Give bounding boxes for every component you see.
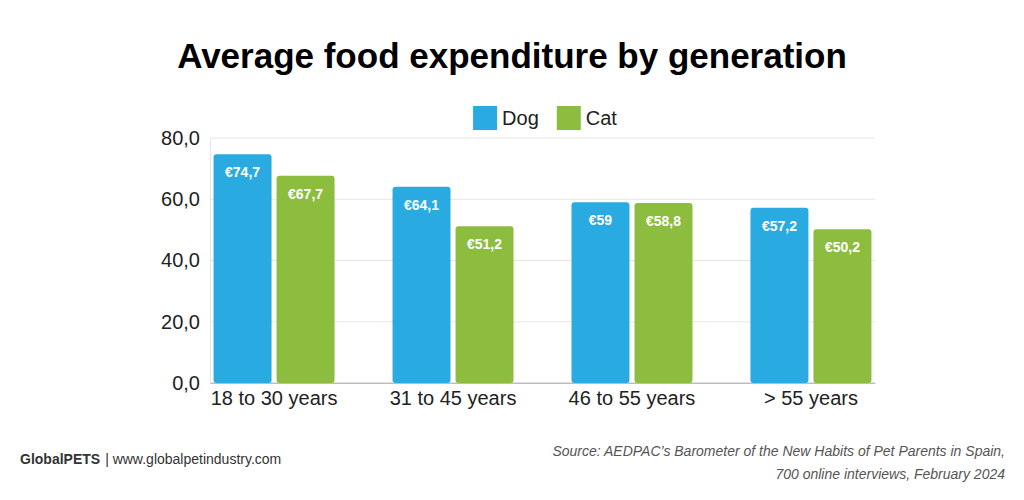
y-tick: 60,0 [161, 188, 210, 210]
data-label: €64,1 [404, 197, 439, 213]
x-axis: 18 to 30 years 31 to 45 years 46 to 55 yea… [211, 383, 876, 409]
bar [571, 202, 629, 383]
legend-label: Dog [502, 107, 539, 129]
y-tick: 40,0 [161, 249, 210, 271]
y-axis: 0,0 20,0 40,0 60,0 80,0 [161, 127, 210, 394]
grid-line [210, 138, 875, 139]
y-axis-line [210, 139, 211, 384]
x-tick-label: > 55 years [764, 387, 858, 409]
source: Source: AEDPAC’s Barometer of the New Ha… [552, 443, 1005, 459]
y-tick-label: 60,0 [161, 188, 200, 210]
data-label: €58,8 [646, 213, 681, 229]
bar [634, 203, 692, 383]
data-labels: €74,7 €64,1 €59 €57,2 €67,7 €51,2 €58,8 €50,2 [225, 164, 860, 255]
credit-site: | www.globalpetindustry.com [105, 451, 281, 467]
y-tick: 80,0 [161, 127, 210, 149]
x-tick-label: 18 to 30 years [211, 387, 338, 409]
x-tick: 18 to 30 years [211, 383, 338, 409]
grid [210, 138, 875, 383]
x-tick-label: 46 to 55 years [569, 387, 696, 409]
legend-swatch [557, 106, 581, 130]
bar [813, 229, 871, 383]
y-tick-label: 0,0 [172, 372, 200, 394]
x-axis-line [211, 383, 876, 384]
y-tick-label: 80,0 [161, 127, 200, 149]
legend-item: Dog [473, 106, 539, 130]
x-tick: 31 to 45 years [390, 383, 517, 409]
x-tick: 46 to 55 years [569, 383, 696, 409]
data-label: €51,2 [467, 236, 502, 252]
legend: Dog Cat [473, 106, 617, 130]
credit: GlobalPETS | www.globalpetindustry.com [20, 451, 281, 467]
data-label: €50,2 [825, 239, 860, 255]
y-tick: 20,0 [161, 311, 210, 333]
credit-brand: GlobalPETS [20, 451, 100, 467]
x-tick-label: 31 to 45 years [390, 387, 517, 409]
bar [277, 176, 335, 383]
y-tick-label: 20,0 [161, 311, 200, 333]
legend-label: Cat [586, 107, 618, 129]
data-label: €59 [589, 212, 613, 228]
source: 700 online interviews, February 2024 [775, 466, 1005, 482]
data-label: €57,2 [762, 218, 797, 234]
data-label: €67,7 [288, 186, 323, 202]
bar [214, 154, 272, 383]
x-tick: > 55 years [764, 383, 858, 409]
legend-item: Cat [557, 106, 618, 130]
bars [214, 154, 872, 383]
chart: Average food expenditure by generation 0,… [0, 0, 1024, 500]
title: Average food expenditure by generation [177, 36, 847, 75]
bar [750, 208, 808, 383]
legend-swatch [473, 106, 497, 130]
y-tick-label: 40,0 [161, 249, 200, 271]
y-tick: 0,0 [172, 372, 210, 394]
bar [393, 187, 451, 383]
bar [456, 226, 514, 383]
data-label: €74,7 [225, 164, 260, 180]
